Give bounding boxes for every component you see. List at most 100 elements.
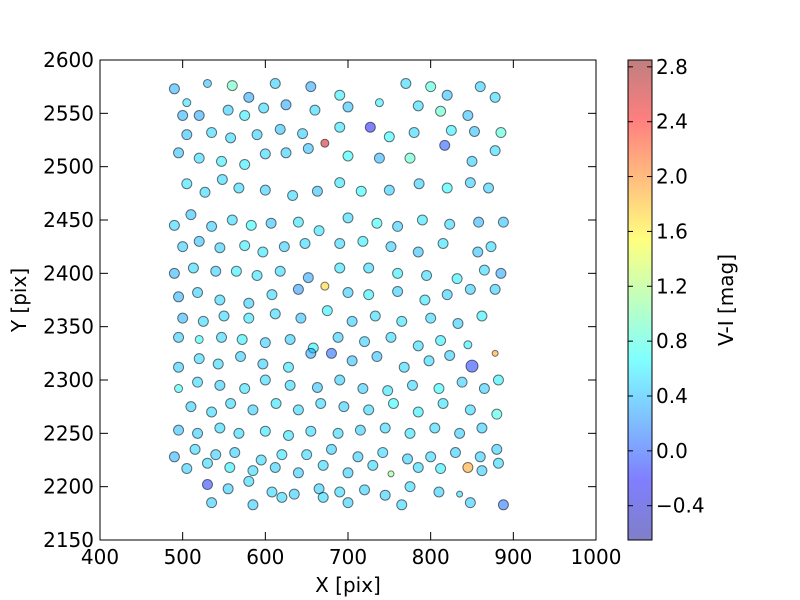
data-point-115 <box>320 281 330 291</box>
data-point-100 <box>274 265 286 277</box>
data-point-191 <box>464 404 476 416</box>
data-point-131 <box>369 310 381 322</box>
data-point-80 <box>497 216 509 228</box>
data-point-214 <box>325 443 337 455</box>
colorbar-tick-label: 2.4 <box>656 110 688 134</box>
data-point-97 <box>210 265 222 277</box>
data-point-110 <box>192 287 204 299</box>
data-point-71 <box>265 217 277 229</box>
data-point-47 <box>373 152 385 164</box>
x-tick-label: 600 <box>246 545 284 569</box>
data-point-221 <box>491 443 503 455</box>
data-point-194 <box>192 427 204 439</box>
y-tick-label: 2450 <box>43 208 94 232</box>
data-point-241 <box>288 488 300 500</box>
data-point-54 <box>216 173 228 185</box>
data-point-150 <box>193 353 205 365</box>
x-tick-label: 700 <box>329 545 367 569</box>
data-point-95 <box>168 267 180 279</box>
data-point-160 <box>423 355 435 367</box>
data-point-135 <box>476 310 488 322</box>
data-point-143 <box>332 331 344 343</box>
data-point-72 <box>292 216 304 228</box>
data-point-222 <box>181 463 193 475</box>
data-point-144 <box>359 336 371 348</box>
data-point-87 <box>299 237 311 249</box>
data-point-11 <box>474 81 486 93</box>
data-point-168 <box>259 374 271 386</box>
data-point-85 <box>257 246 269 258</box>
data-point-199 <box>305 425 317 437</box>
data-point-30 <box>297 128 309 140</box>
data-point-212 <box>276 449 288 461</box>
data-point-231 <box>387 470 395 478</box>
data-point-43 <box>280 147 292 159</box>
data-point-78 <box>444 218 456 230</box>
data-point-101 <box>302 272 314 284</box>
data-point-98 <box>230 265 242 277</box>
data-point-20 <box>342 101 354 113</box>
colorbar-tick-label: 0.4 <box>656 384 688 408</box>
y-tick-label: 2400 <box>43 261 94 285</box>
data-point-188 <box>387 397 399 409</box>
colorbar-tick-label: 0.0 <box>656 439 688 463</box>
data-point-175 <box>433 383 445 395</box>
data-point-3 <box>226 80 238 92</box>
data-point-61 <box>383 184 395 196</box>
data-point-25 <box>181 129 193 141</box>
data-point-90 <box>385 241 397 253</box>
data-point-82 <box>193 235 205 247</box>
data-point-151 <box>212 358 224 370</box>
data-point-103 <box>363 262 375 274</box>
data-point-236 <box>492 457 504 469</box>
data-point-161 <box>444 349 456 361</box>
data-point-164 <box>174 384 184 394</box>
data-point-15 <box>222 104 234 116</box>
data-point-184 <box>292 404 304 416</box>
data-point-59 <box>334 177 346 189</box>
data-point-136 <box>173 331 185 343</box>
data-point-76 <box>392 220 404 232</box>
data-point-172 <box>357 383 369 395</box>
data-point-211 <box>255 454 267 466</box>
data-point-247 <box>433 486 445 498</box>
data-point-167 <box>239 383 251 395</box>
data-point-117 <box>363 289 375 301</box>
data-point-92 <box>437 237 449 249</box>
data-point-216 <box>377 447 389 459</box>
x-axis-ticks: 400 500 600 700 800 900 1000 <box>81 60 621 569</box>
data-point-120 <box>441 289 453 301</box>
data-point-174 <box>406 379 418 391</box>
colorbar-label: V-I [mag] <box>714 254 738 346</box>
data-point-246 <box>404 481 416 493</box>
data-point-234 <box>462 461 474 473</box>
data-point-36 <box>468 125 480 137</box>
data-point-153 <box>257 358 269 370</box>
colorbar-tick-label: 2.8 <box>656 55 688 79</box>
x-tick-label: 900 <box>494 545 532 569</box>
data-point-185 <box>315 397 327 409</box>
data-point-119 <box>419 294 431 306</box>
data-point-7 <box>334 89 346 101</box>
data-point-171 <box>334 374 346 386</box>
data-point-4 <box>243 91 255 103</box>
data-point-244 <box>359 484 371 496</box>
data-point-21 <box>374 98 384 108</box>
data-point-121 <box>464 283 476 295</box>
data-point-1 <box>182 98 192 108</box>
data-point-237 <box>201 479 213 491</box>
data-point-49 <box>439 139 451 151</box>
data-point-243 <box>334 486 346 498</box>
data-point-127 <box>269 308 281 320</box>
data-point-141 <box>284 333 296 345</box>
data-point-181 <box>225 397 237 409</box>
data-point-113 <box>266 289 278 301</box>
data-point-226 <box>269 461 281 473</box>
data-point-149 <box>173 361 185 373</box>
data-point-81 <box>177 241 189 253</box>
data-point-102 <box>334 262 346 274</box>
data-point-238 <box>222 483 234 495</box>
data-point-58 <box>311 185 323 197</box>
data-point-134 <box>452 317 464 329</box>
